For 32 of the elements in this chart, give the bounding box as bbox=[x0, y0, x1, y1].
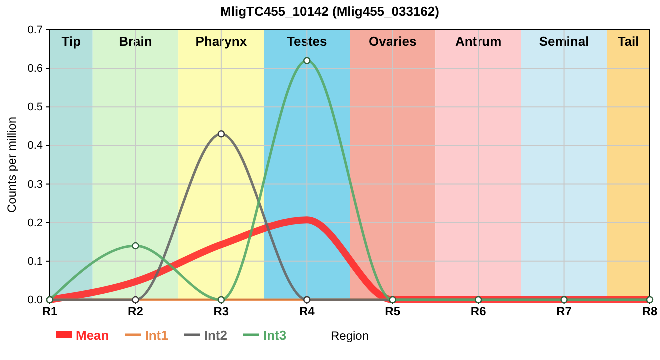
band-label: Tail bbox=[618, 34, 640, 49]
x-tick-label: R6 bbox=[470, 304, 487, 319]
legend-label: Int1 bbox=[145, 328, 168, 343]
x-tick-label: R8 bbox=[642, 304, 658, 319]
band-label: Brain bbox=[119, 34, 152, 49]
x-tick-label: R1 bbox=[42, 304, 58, 319]
band-label: Pharynx bbox=[196, 34, 248, 49]
y-tick-label: 0.1 bbox=[28, 256, 43, 268]
y-axis-title: Counts per million bbox=[5, 116, 19, 214]
legend-label: Int3 bbox=[263, 328, 287, 343]
y-tick-label: 0.2 bbox=[28, 217, 43, 230]
y-tick-label: 0.0 bbox=[28, 294, 43, 307]
band-label: Testes bbox=[287, 34, 328, 49]
band-label: Ovaries bbox=[369, 34, 417, 49]
x-tick-label: R4 bbox=[299, 304, 316, 319]
x-tick-label: R5 bbox=[385, 304, 401, 319]
x-axis-title: Region bbox=[330, 329, 370, 343]
y-tick-label: 0.3 bbox=[28, 178, 43, 191]
legend-label: Int2 bbox=[204, 328, 228, 343]
x-tick-label: R7 bbox=[556, 304, 572, 319]
point bbox=[218, 130, 226, 138]
y-tick-label: 0.5 bbox=[28, 102, 43, 114]
x-tick-label: R2 bbox=[128, 304, 144, 319]
legend-label: Mean bbox=[76, 328, 110, 343]
x-tick-label: R3 bbox=[214, 304, 230, 319]
band-label: Tip bbox=[62, 34, 82, 49]
y-tick-label: 0.6 bbox=[28, 63, 43, 76]
y-tick-label: 0.4 bbox=[28, 140, 43, 152]
band-label: Seminal bbox=[539, 34, 590, 49]
band-label: Antrum bbox=[455, 34, 502, 49]
chart-title: MligTC455_10142 (Mlig455_033162) bbox=[220, 4, 440, 19]
y-tick-label: 0.7 bbox=[28, 24, 43, 37]
